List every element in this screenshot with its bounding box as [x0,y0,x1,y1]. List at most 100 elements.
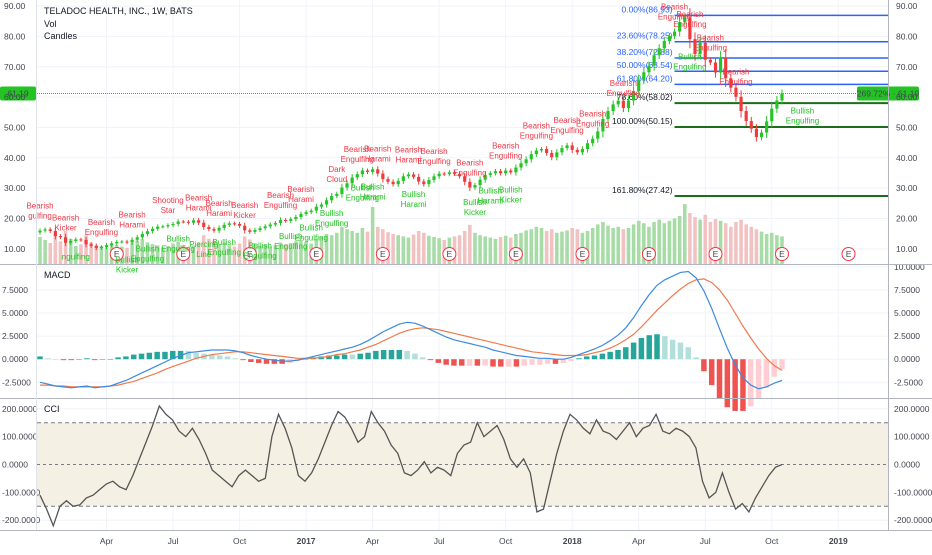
candle-body [278,220,283,224]
candle-body [345,183,349,188]
macd-histogram-bar [537,359,543,365]
macd-histogram-bar [521,359,527,366]
earnings-marker-label: E [180,249,186,259]
macd-histogram-bar [482,359,488,366]
macd-histogram-bar [326,355,332,360]
candle-body [545,148,549,153]
candle-body [432,176,436,180]
pattern-label: Engulfing [243,251,276,260]
cci-indicator-label[interactable]: CCI [44,404,60,414]
candle-body [340,187,344,194]
candle-body [258,228,262,231]
pattern-label: Bullish [479,186,503,195]
macd-histogram-bar [216,355,223,360]
macd-histogram-bar [146,352,153,360]
cci-axis-tick-right: 0.0000 [894,460,920,470]
pattern-label: Dark [328,165,346,174]
volume-bar [703,214,708,264]
pattern-label: Harami [119,221,145,230]
time-axis-label: 2018 [563,536,582,546]
earnings-marker[interactable] [708,247,723,261]
candle-body [268,224,272,227]
macd-histogram-bar [37,356,43,360]
volume-indicator-label[interactable]: Vol [44,19,57,29]
pattern-label: gulfing [28,211,52,220]
candle-body [683,17,687,23]
macd-histogram-bar [302,359,309,360]
volume-bar [74,246,78,264]
pattern-label: Bearish [231,201,258,210]
macd-histogram-bar [60,359,67,361]
volume-bar [273,245,278,264]
earnings-marker-label: E [779,249,785,259]
pattern-label: Engulfing [489,151,522,160]
candle-body [662,40,666,49]
volume-bar [416,231,421,264]
macd-histogram-bar [341,354,348,360]
macd-histogram-bar [76,359,82,360]
volume-bar [288,243,293,264]
volume-bar [360,228,365,264]
earnings-marker-label: E [713,249,719,259]
pattern-label: Engulfing [673,20,706,29]
earnings-marker[interactable] [176,247,191,261]
candle-body [299,213,303,217]
earnings-marker[interactable] [309,247,324,261]
macd-histogram-bar [248,359,254,362]
earnings-marker[interactable] [242,247,257,261]
symbol-title[interactable]: TELADOC HEALTH, INC., 1W, BATS [44,6,193,16]
earnings-marker[interactable] [841,247,856,261]
earnings-marker[interactable] [442,247,457,261]
macd-histogram-bar [646,335,652,360]
volume-bar [575,229,580,264]
time-axis-label: Jul [700,536,711,546]
pattern-label: Engulfing [520,131,553,140]
candle-body [519,163,523,168]
macd-signal-line [40,278,783,388]
volume-bar [63,231,68,264]
volume-bar [549,229,554,264]
volume-bar [488,237,493,264]
candle-body [396,180,400,185]
earnings-marker[interactable] [109,247,124,261]
macd-histogram-bar [380,349,387,360]
volume-bar [626,228,631,264]
candle-body [560,148,564,153]
pattern-label: Bearish [395,145,422,154]
macd-histogram-bar [255,359,262,363]
pattern-label: Engulfing [295,234,328,243]
price-axis-tick-left: 90.00 [4,1,26,11]
cci-axis-tick-left: 0.0000 [2,460,28,470]
earnings-marker[interactable] [641,247,656,261]
volume-bar [606,225,610,264]
candle-body [452,172,457,174]
candles-indicator-label[interactable]: Candles [44,31,78,41]
candle-body [534,150,538,155]
fibonacci-retracement[interactable]: 0.00%(86.93) 23.60%(78.25) 38.20%(72.88) 50… [0,4,919,197]
macd-histogram-bar [357,353,363,360]
candle-body [765,121,769,133]
earnings-marker[interactable] [575,247,590,261]
volume-bar [299,240,303,264]
macd-histogram-bar [544,359,551,364]
cci-axis-tick-left: 200.0000 [2,404,38,414]
volume-bar [222,243,227,264]
time-axis-label: Jul [434,536,445,546]
earnings-marker[interactable] [375,247,390,261]
pattern-label: Bearish [26,201,53,210]
earnings-marker[interactable] [775,247,789,261]
volume-bar [391,234,395,264]
candle-body [207,226,211,230]
price-axis-tick-right: 30.00 [896,183,918,193]
macd-indicator-label[interactable]: MACD [44,270,71,280]
pattern-label: Harami [360,192,386,201]
earnings-marker-label: E [447,249,453,259]
price-axis-tick-right: 40.00 [896,153,918,163]
macd-histogram-bar [396,349,403,360]
earnings-marker[interactable] [508,247,523,261]
candle-body [678,22,682,32]
earnings-marker-label: E [580,249,586,259]
